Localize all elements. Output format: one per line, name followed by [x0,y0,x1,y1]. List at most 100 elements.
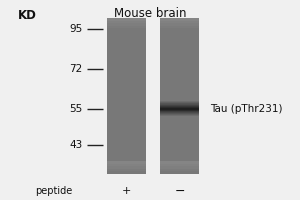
Bar [106,52,146,54]
Bar [160,36,200,39]
Bar [106,91,146,93]
Bar [160,151,200,153]
Bar [160,65,200,67]
Bar [106,143,146,145]
Bar [160,107,200,108]
Bar [106,34,146,36]
Bar [106,101,146,104]
Bar [106,78,146,80]
Bar [160,143,200,145]
Bar [160,75,200,78]
Bar [106,54,146,57]
Bar [160,109,200,110]
Bar [160,91,200,93]
Bar [160,49,200,52]
Text: −: − [175,184,185,198]
Bar [160,41,200,44]
Bar [160,113,200,114]
Bar [106,31,146,34]
Bar [106,88,146,91]
Bar [106,80,146,83]
Bar [160,18,200,21]
Bar [106,86,146,88]
Bar [160,164,200,166]
Bar [160,31,200,34]
Bar [160,109,200,112]
Bar [106,132,146,135]
Bar [160,109,200,110]
Bar [160,156,200,158]
Bar [106,67,146,70]
Bar [106,148,146,151]
Text: Mouse brain: Mouse brain [114,7,186,20]
Bar [160,166,200,169]
Bar [160,73,200,75]
Bar [160,153,200,156]
Bar [160,47,200,49]
Bar [160,145,200,148]
Bar [106,158,146,161]
Bar [106,28,146,31]
Bar [106,156,146,158]
Bar [160,26,200,28]
Bar [160,140,200,143]
Bar [106,57,146,60]
Bar [160,101,200,104]
Bar [160,114,200,115]
Bar [160,158,200,161]
Bar [106,114,146,117]
Bar [160,102,200,103]
Bar [106,117,146,119]
Bar [160,99,200,101]
Bar [106,41,146,44]
Text: 95: 95 [69,24,82,34]
Bar [160,105,200,106]
Bar [160,125,200,127]
Bar [160,67,200,70]
Bar [106,138,146,140]
Bar [160,54,200,57]
Bar [106,23,146,26]
Bar [106,161,146,164]
Bar [160,114,200,117]
Bar [160,83,200,86]
Bar [106,99,146,101]
Bar [160,148,200,151]
Bar [160,78,200,80]
Bar [106,140,146,143]
Bar [106,62,146,65]
Bar [106,60,146,62]
Bar [106,169,146,171]
Bar [160,115,200,116]
Bar [106,145,146,148]
Bar [106,75,146,78]
Bar [106,73,146,75]
Bar [160,161,200,164]
Bar [160,23,200,26]
Bar [160,111,200,112]
Bar [106,109,146,112]
Bar [160,103,200,104]
Bar [160,39,200,41]
Bar [160,28,200,31]
Bar [160,93,200,96]
Text: 55: 55 [69,104,82,114]
Bar [160,52,200,54]
Bar [106,164,146,166]
Bar [106,65,146,67]
Bar [160,104,200,106]
Text: 72: 72 [69,64,82,74]
Bar [160,117,200,119]
Text: Tau (pThr231): Tau (pThr231) [210,104,283,114]
Bar [160,138,200,140]
Bar [106,44,146,47]
Bar [160,110,200,111]
Bar [106,104,146,106]
Bar [160,106,200,107]
Bar [160,169,200,171]
Bar [160,60,200,62]
Bar [106,151,146,153]
Bar [106,49,146,52]
Bar [106,96,146,99]
Bar [160,130,200,132]
